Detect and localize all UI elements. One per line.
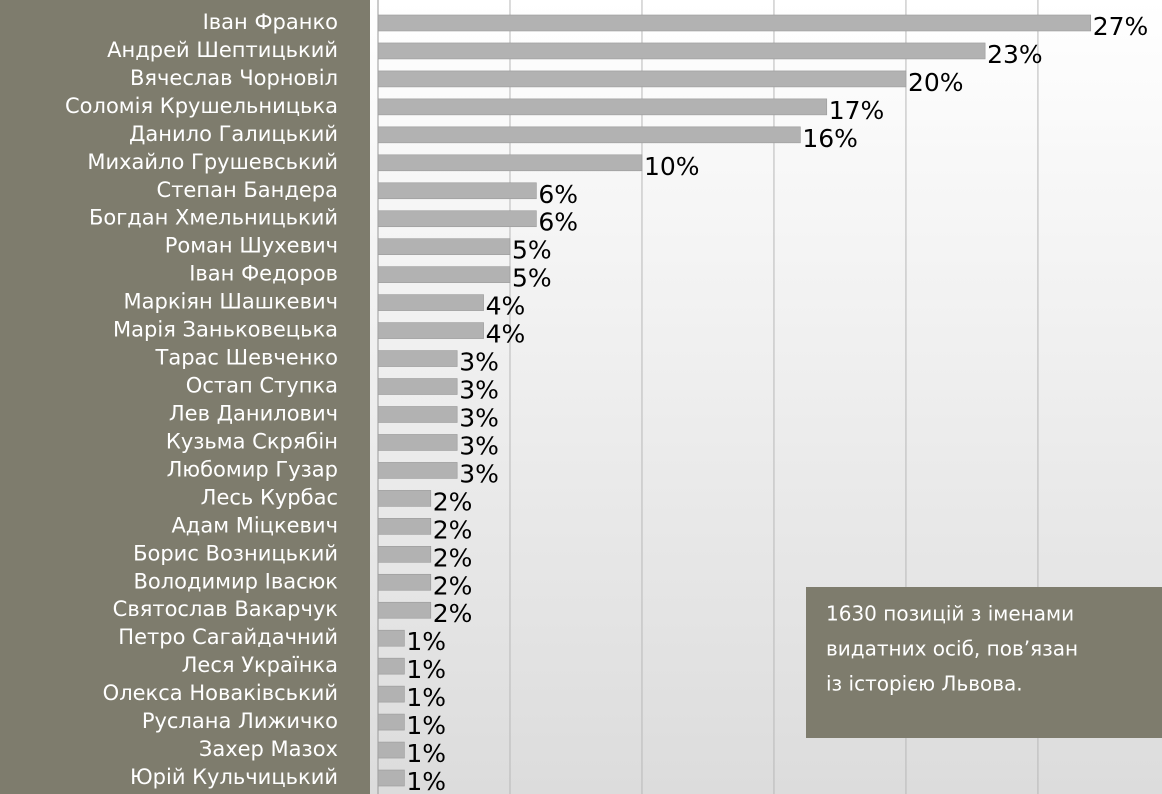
bar: [377, 70, 907, 88]
category-label: Тарас Шевченко: [155, 346, 338, 370]
bar: [377, 98, 828, 116]
bar: [377, 42, 986, 60]
value-label: 4%: [486, 320, 526, 349]
bar: [377, 629, 405, 647]
value-label: 1%: [406, 739, 446, 768]
category-label: Адам Міцкевич: [171, 513, 338, 537]
category-label: Святослав Вакарчук: [113, 597, 338, 621]
annotation-text: видатних осіб, пов’язан: [826, 637, 1078, 661]
category-label: Олекса Новаківський: [103, 681, 338, 705]
bar: [377, 266, 511, 283]
category-label: Роман Шухевич: [165, 234, 338, 258]
category-label: Степан Бандера: [157, 178, 338, 202]
value-label: 5%: [512, 236, 552, 265]
bar: [377, 685, 405, 703]
category-label: Андрей Шептицький: [107, 38, 338, 62]
value-label: 3%: [459, 348, 499, 377]
category-label: Леся Українка: [182, 653, 338, 677]
category-label: Лев Данилович: [169, 401, 338, 425]
value-label: 1%: [406, 683, 446, 712]
value-label: 1%: [406, 655, 446, 684]
category-label: Любомир Гузар: [167, 457, 338, 481]
bar: [377, 769, 405, 787]
bar: [377, 294, 484, 311]
bar: [377, 350, 458, 367]
value-label: 10%: [644, 152, 700, 181]
category-label: Марія Заньковецька: [113, 318, 338, 342]
bar: [377, 518, 432, 535]
value-label: 16%: [802, 124, 858, 153]
bar: [377, 238, 511, 255]
value-label: 6%: [538, 180, 578, 209]
label-panel: [0, 0, 370, 794]
category-label: Данило Галицький: [129, 122, 338, 146]
category-label: Юрій Кульчицький: [130, 765, 338, 789]
category-label: Остап Ступка: [186, 374, 338, 398]
bar: [377, 546, 432, 563]
bar: [377, 182, 537, 200]
category-label: Петро Сагайдачний: [118, 625, 338, 649]
value-label: 3%: [459, 459, 499, 488]
bar: [377, 573, 432, 591]
bar: [377, 154, 643, 172]
bar: [377, 490, 432, 507]
category-label: Богдан Хмельницький: [89, 206, 338, 230]
value-label: 1%: [406, 627, 446, 656]
category-label: Маркіян Шашкевич: [124, 290, 338, 314]
value-label: 23%: [987, 40, 1043, 69]
value-label: 3%: [459, 376, 499, 405]
bar: [377, 406, 458, 423]
value-label: 17%: [829, 96, 885, 125]
annotation-box: [806, 587, 1162, 738]
value-label: 2%: [433, 515, 473, 544]
bar: [377, 210, 537, 228]
category-label: Захер Мазох: [199, 737, 338, 761]
annotation-text: із історією Львова.: [826, 672, 1023, 696]
value-label: 4%: [486, 292, 526, 321]
bar: [377, 713, 405, 731]
bar: [377, 601, 432, 619]
category-label: Кузьма Скрябін: [166, 429, 338, 453]
value-label: 1%: [406, 711, 446, 740]
bar: [377, 126, 801, 144]
bar: [377, 462, 458, 479]
category-label: Іван Федоров: [189, 262, 338, 286]
category-label: Лесь Курбас: [201, 485, 338, 509]
value-label: 6%: [538, 208, 578, 237]
annotation-text: 1630 позицій з іменами: [826, 602, 1074, 626]
value-label: 3%: [459, 431, 499, 460]
category-label: Соломія Крушельницька: [65, 94, 338, 118]
category-label: Іван Франко: [203, 10, 338, 34]
value-label: 20%: [908, 68, 964, 97]
value-label: 1%: [406, 767, 446, 794]
bar: [377, 322, 484, 339]
value-label: 2%: [433, 543, 473, 572]
category-label: Михайло Грушевський: [87, 150, 338, 174]
value-label: 2%: [433, 571, 473, 600]
category-label: Вячеслав Чорновіл: [130, 66, 338, 90]
value-label: 2%: [433, 487, 473, 516]
category-label: Руслана Лижичко: [142, 709, 338, 733]
value-label: 3%: [459, 403, 499, 432]
value-label: 5%: [512, 264, 552, 293]
bar: [377, 378, 458, 395]
bar: [377, 741, 405, 759]
category-label: Володимир Івасюк: [133, 569, 338, 593]
value-label: 2%: [433, 599, 473, 628]
bar: [377, 657, 405, 675]
category-label: Борис Возницький: [133, 541, 338, 565]
bar: [377, 434, 458, 451]
bar: [377, 14, 1092, 32]
value-label: 27%: [1093, 12, 1149, 41]
